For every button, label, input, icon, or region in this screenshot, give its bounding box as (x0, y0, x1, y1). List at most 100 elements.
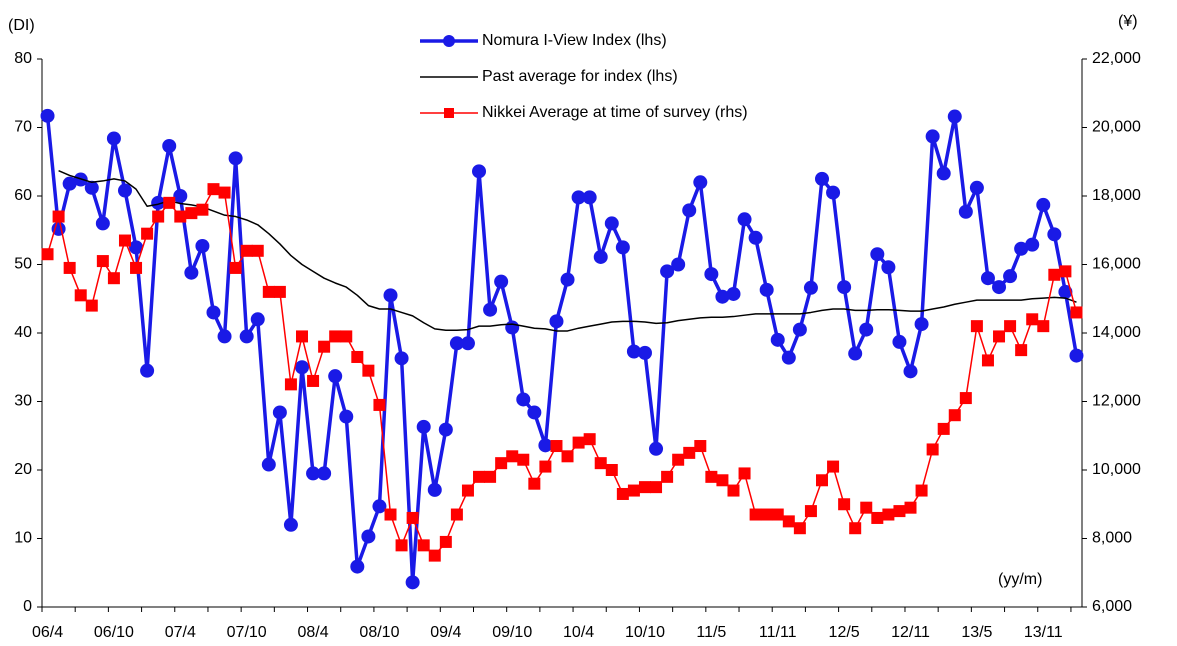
data-point (207, 183, 220, 196)
data-point (627, 484, 640, 497)
data-point (682, 203, 697, 218)
data-point (671, 257, 686, 272)
data-point (770, 332, 785, 347)
y2-tick-label: 16,000 (1092, 256, 1141, 273)
data-point (273, 285, 286, 298)
data-point (483, 302, 498, 317)
data-point (959, 392, 972, 405)
data-point (926, 443, 939, 456)
legend-label: Nomura I-View Index (lhs) (482, 32, 667, 49)
data-point (748, 230, 763, 245)
data-point (760, 508, 773, 521)
data-point (549, 314, 564, 329)
x-tick-label: 06/4 (32, 624, 63, 641)
data-point (893, 505, 906, 518)
data-point (694, 440, 707, 453)
data-point (472, 164, 487, 179)
data-point (317, 466, 332, 481)
data-point (626, 344, 641, 359)
data-point (915, 484, 928, 497)
data-point (41, 248, 54, 261)
data-point (329, 330, 342, 343)
y-tick-label: 60 (14, 187, 32, 204)
data-point (361, 529, 376, 544)
data-point (816, 474, 828, 487)
data-point (1004, 320, 1017, 333)
data-point (904, 501, 917, 514)
data-point (616, 487, 629, 500)
y2-tick-label: 6,000 (1092, 598, 1132, 615)
data-point (251, 244, 264, 257)
data-point (384, 508, 397, 521)
data-point (704, 267, 719, 282)
data-point (583, 433, 596, 446)
data-point (372, 499, 387, 514)
data-point (527, 405, 542, 420)
data-point (351, 350, 364, 363)
data-point (871, 511, 884, 524)
data-point (738, 467, 751, 480)
data-point (284, 378, 297, 391)
data-point (538, 438, 553, 453)
x-tick-label: 10/10 (625, 624, 665, 641)
data-point (229, 261, 242, 274)
data-point (394, 351, 409, 366)
data-point (296, 330, 308, 343)
data-point (870, 247, 885, 262)
data-point (594, 457, 607, 470)
data-point (362, 364, 375, 377)
data-point (649, 441, 664, 456)
data-point (350, 559, 365, 574)
x-tick-label: 07/10 (227, 624, 267, 641)
y-tick-label: 20 (14, 461, 32, 478)
data-point (914, 317, 929, 332)
y-tick-label: 0 (23, 598, 32, 615)
left-axis-unit: (DI) (8, 17, 35, 34)
data-point (992, 280, 1007, 295)
data-point (52, 210, 65, 223)
data-point (826, 185, 841, 200)
data-point (1003, 269, 1018, 284)
data-point (650, 481, 663, 494)
data-point (838, 498, 851, 511)
x-tick-label: 07/4 (165, 624, 196, 641)
data-point (792, 322, 807, 337)
data-point (550, 440, 563, 453)
data-point (781, 350, 796, 365)
data-point (615, 240, 630, 255)
data-point (495, 457, 508, 470)
data-point (129, 240, 144, 255)
y2-tick-label: 18,000 (1092, 187, 1141, 204)
series-line (45, 114, 1079, 585)
x-tick-label: 10/4 (563, 624, 594, 641)
data-point (582, 190, 597, 205)
data-point (528, 477, 541, 490)
data-point (593, 249, 608, 264)
data-point (173, 189, 188, 203)
data-point (505, 320, 520, 335)
x-tick-label: 11/11 (759, 624, 797, 641)
data-point (85, 299, 98, 312)
y-tick-label: 30 (14, 393, 32, 410)
data-point (460, 336, 475, 351)
data-point (517, 453, 530, 466)
data-point (450, 508, 463, 521)
data-point (638, 481, 651, 494)
data-point (373, 398, 386, 411)
data-point (661, 470, 674, 483)
x-tick-label: 09/10 (492, 624, 532, 641)
data-point (571, 190, 586, 205)
data-point (837, 280, 852, 295)
data-point (185, 207, 198, 220)
data-point (473, 470, 486, 483)
data-point (1036, 197, 1051, 212)
legend-label: Past average for index (lhs) (482, 68, 678, 85)
data-point (947, 109, 962, 124)
data-point (449, 336, 464, 351)
data-point (96, 255, 109, 268)
data-point (40, 108, 55, 123)
y2-tick-label: 8,000 (1092, 530, 1132, 547)
data-point (892, 334, 907, 349)
data-point (848, 346, 863, 361)
